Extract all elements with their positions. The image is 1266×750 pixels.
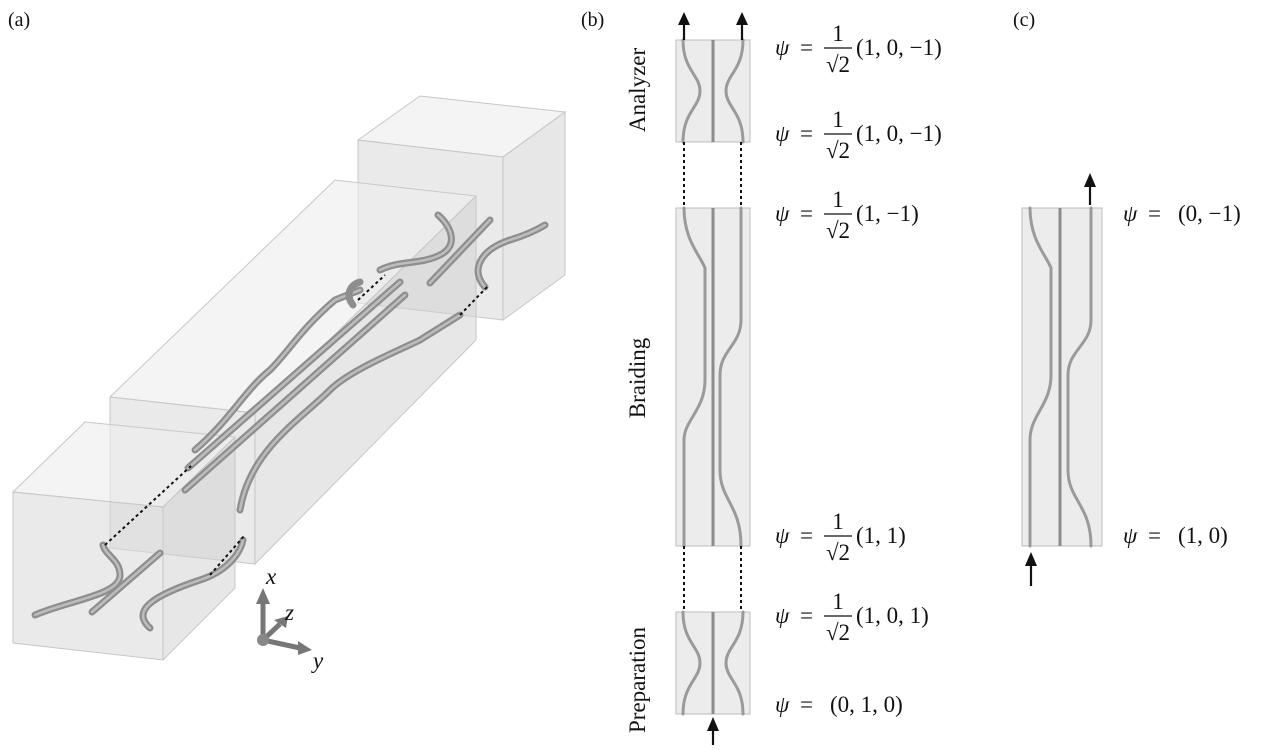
psi-symbol: ψ xyxy=(775,692,790,717)
coupling-dashed-line-1 xyxy=(104,464,193,546)
analyzer-output-arrows xyxy=(678,12,748,40)
single-braid-input-arrow xyxy=(1025,552,1037,586)
psi-symbol: ψ xyxy=(775,121,790,146)
fraction-denominator: √2 xyxy=(826,52,850,77)
fraction-numerator: 1 xyxy=(832,107,844,132)
panel-label-c: (c) xyxy=(1013,9,1035,31)
braiding-box xyxy=(675,206,751,548)
panel-b: Analyzer Braiding Preparation xyxy=(625,12,942,745)
x-axis-arrow-icon xyxy=(256,588,270,604)
single-braid-box xyxy=(1021,206,1103,548)
input-arrow-icon xyxy=(1025,552,1037,566)
state-vector: (1, 0, −1) xyxy=(856,121,942,146)
state-vector: (1, 0, −1) xyxy=(856,35,942,60)
state-prep-out: ψ = 1 √2 (1, 0, 1) xyxy=(775,589,929,645)
panel-c: ψ = (0, −1) ψ = (1, 0) xyxy=(1021,173,1241,586)
preparation-box xyxy=(675,610,751,716)
fraction-denominator: √2 xyxy=(826,138,850,163)
state-braiding-in: ψ = 1 √2 (1, 1) xyxy=(775,509,906,565)
psi-symbol: ψ xyxy=(1123,523,1138,548)
equals-sign: = xyxy=(800,121,813,146)
coupling-dashed-line-2 xyxy=(209,534,246,576)
equals-sign: = xyxy=(800,603,813,628)
equals-sign: = xyxy=(1148,523,1161,548)
state-analyzer-out: ψ = 1 √2 (1, 0, −1) xyxy=(775,21,942,77)
fraction-numerator: 1 xyxy=(832,21,844,46)
state-vector: (0, −1) xyxy=(1178,201,1241,226)
coupling-dashed-line-4 xyxy=(459,286,488,316)
waveguide-tubes xyxy=(31,211,549,632)
psi-symbol: ψ xyxy=(1123,201,1138,226)
input-arrow-icon xyxy=(707,717,719,731)
output-arrow-icon xyxy=(678,12,690,25)
stage-label-preparation: Preparation xyxy=(625,626,650,733)
output-arrow-icon xyxy=(1084,173,1096,187)
equals-sign: = xyxy=(800,35,813,60)
fraction-denominator: √2 xyxy=(826,540,850,565)
state-vector: (0, 1, 0) xyxy=(830,692,903,717)
psi-symbol: ψ xyxy=(775,603,790,628)
psi-symbol: ψ xyxy=(775,35,790,60)
psi-symbol: ψ xyxy=(775,523,790,548)
state-braiding-out: ψ = 1 √2 (1, −1) xyxy=(775,187,919,243)
y-axis-label: y xyxy=(311,648,324,673)
x-axis-label: x xyxy=(265,564,277,589)
axes-triad: x z y xyxy=(256,564,324,673)
panel-a-3d-view: x z y xyxy=(11,95,567,673)
state-vector: (1, −1) xyxy=(856,201,919,226)
fraction-numerator: 1 xyxy=(832,589,844,614)
fraction-numerator: 1 xyxy=(832,509,844,534)
state-c-out: ψ = (0, −1) xyxy=(1123,201,1241,226)
fraction-numerator: 1 xyxy=(832,187,844,212)
stage-label-analyzer: Analyzer xyxy=(625,48,650,133)
coupling-dashed-line-3 xyxy=(357,274,386,301)
equals-sign: = xyxy=(800,523,813,548)
fraction-denominator: √2 xyxy=(826,620,850,645)
state-vector: (1, 1) xyxy=(856,523,906,548)
preparation-input-arrow xyxy=(707,717,719,745)
fraction-denominator: √2 xyxy=(826,218,850,243)
z-axis-arrow-icon xyxy=(274,616,288,628)
single-braid-output-arrow xyxy=(1084,173,1096,205)
y-axis-arrow-icon xyxy=(298,641,312,655)
state-prep-in: ψ = (0, 1, 0) xyxy=(775,692,903,717)
analyzer-box xyxy=(675,38,751,144)
equals-sign: = xyxy=(800,201,813,226)
equals-sign: = xyxy=(800,692,813,717)
output-arrow-icon xyxy=(736,12,748,25)
equals-sign: = xyxy=(1148,201,1161,226)
state-vector: (1, 0, 1) xyxy=(856,603,929,628)
panel-label-a: (a) xyxy=(8,9,30,31)
stage-label-braiding: Braiding xyxy=(625,337,650,418)
psi-symbol: ψ xyxy=(775,201,790,226)
state-analyzer-in: ψ = 1 √2 (1, 0, −1) xyxy=(775,107,942,163)
state-vector: (1, 0) xyxy=(1178,523,1228,548)
z-axis-label: z xyxy=(284,600,294,625)
panel-label-b: (b) xyxy=(581,9,604,31)
state-c-in: ψ = (1, 0) xyxy=(1123,523,1228,548)
preparation-block-3d xyxy=(11,421,237,662)
